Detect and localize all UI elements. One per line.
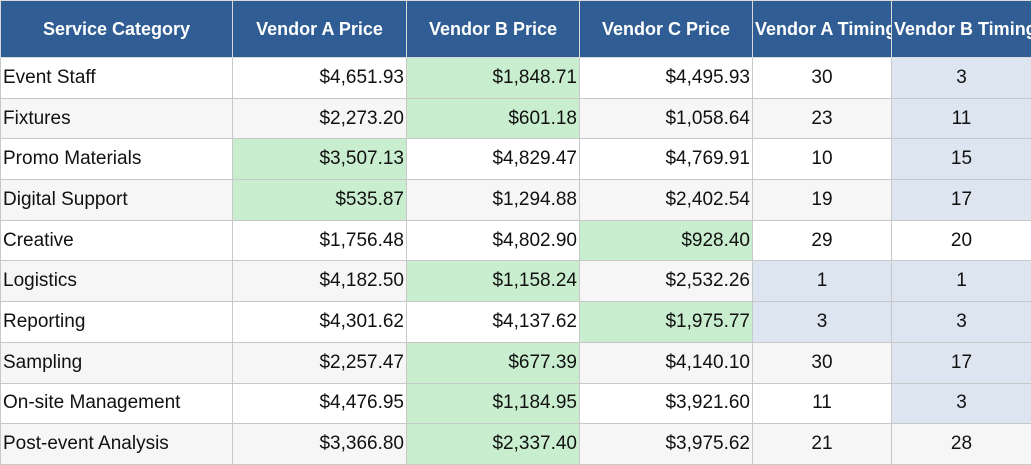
value-cell: $535.87 (232, 179, 407, 221)
value-cell: 17 (891, 341, 1031, 384)
value-cell: $1,975.77 (579, 301, 753, 343)
value-cell: $4,301.62 (232, 301, 407, 343)
table-row: Sampling $2,257.47 $677.39 $4,140.10 30 17 (0, 341, 1031, 384)
value-cell: 29 (752, 219, 892, 262)
value-cell: 30 (752, 341, 892, 384)
value-cell: $2,532.26 (579, 260, 753, 303)
category-cell: Fixtures (0, 97, 233, 140)
header-row: Service Category Vendor A Price Vendor B P… (0, 0, 1031, 58)
value-cell: 1 (891, 260, 1031, 303)
value-cell: 20 (891, 219, 1031, 262)
value-cell: 30 (752, 57, 892, 99)
header-cell: Vendor B Timing (891, 0, 1031, 58)
table-row: Promo Materials $3,507.13 $4,829.47 $4,769.… (0, 138, 1031, 181)
category-cell: Reporting (0, 301, 233, 343)
value-cell: $3,921.60 (579, 382, 753, 425)
value-cell: 23 (752, 97, 892, 140)
value-cell: $3,366.80 (232, 423, 407, 465)
table-row: Creative $1,756.48 $4,802.90 $928.40 29 20 (0, 219, 1031, 262)
category-cell: Logistics (0, 260, 233, 303)
value-cell: $4,137.62 (406, 301, 580, 343)
value-cell: $4,651.93 (232, 57, 407, 99)
value-cell: $2,257.47 (232, 341, 407, 384)
value-cell: $1,294.88 (406, 179, 580, 221)
value-cell: 3 (752, 301, 892, 343)
value-cell: $4,140.10 (579, 341, 753, 384)
category-cell: Creative (0, 219, 233, 262)
value-cell: $1,848.71 (406, 57, 580, 99)
table-row: Fixtures $2,273.20 $601.18 $1,058.64 23 11 (0, 97, 1031, 140)
value-cell: $2,402.54 (579, 179, 753, 221)
value-cell: $4,802.90 (406, 219, 580, 262)
value-cell: 3 (891, 301, 1031, 343)
table-row: On-site Management $4,476.95 $1,184.95 $3,9… (0, 382, 1031, 425)
category-cell: Post-event Analysis (0, 423, 233, 465)
value-cell: $2,337.40 (406, 423, 580, 465)
value-cell: 17 (891, 179, 1031, 221)
value-cell: 10 (752, 138, 892, 181)
value-cell: 28 (891, 423, 1031, 465)
value-cell: 21 (752, 423, 892, 465)
header-cell: Vendor A Price (232, 0, 407, 58)
value-cell: $3,507.13 (232, 138, 407, 181)
table-body: Event Staff $4,651.93 $1,848.71 $4,495.93 30… (0, 57, 1031, 465)
value-cell: $928.40 (579, 219, 753, 262)
value-cell: $1,184.95 (406, 382, 580, 425)
value-cell: $4,182.50 (232, 260, 407, 303)
category-cell: Event Staff (0, 57, 233, 99)
table-row: Event Staff $4,651.93 $1,848.71 $4,495.93 30… (0, 57, 1031, 99)
table-row: Post-event Analysis $3,366.80 $2,337.40 $3,… (0, 423, 1031, 465)
category-cell: Sampling (0, 341, 233, 384)
value-cell: $4,476.95 (232, 382, 407, 425)
value-cell: 19 (752, 179, 892, 221)
value-cell: $1,756.48 (232, 219, 407, 262)
value-cell: 15 (891, 138, 1031, 181)
value-cell: 11 (752, 382, 892, 425)
value-cell: 1 (752, 260, 892, 303)
category-cell: On-site Management (0, 382, 233, 425)
value-cell: $601.18 (406, 97, 580, 140)
value-cell: 3 (891, 382, 1031, 425)
value-cell: $3,975.62 (579, 423, 753, 465)
value-cell: $4,829.47 (406, 138, 580, 181)
value-cell: $1,058.64 (579, 97, 753, 140)
category-cell: Digital Support (0, 179, 233, 221)
header-cell: Vendor B Price (406, 0, 580, 58)
value-cell: $4,769.91 (579, 138, 753, 181)
table-row: Logistics $4,182.50 $1,158.24 $2,532.26 1 1 (0, 260, 1031, 303)
value-cell: $1,158.24 (406, 260, 580, 303)
table-row: Reporting $4,301.62 $4,137.62 $1,975.77 3 3 (0, 301, 1031, 343)
value-cell: $677.39 (406, 341, 580, 384)
value-cell: 3 (891, 57, 1031, 99)
value-cell: $4,495.93 (579, 57, 753, 99)
header-cell: Vendor C Price (579, 0, 753, 58)
value-cell: $2,273.20 (232, 97, 407, 140)
table-row: Digital Support $535.87 $1,294.88 $2,402.54… (0, 179, 1031, 221)
header-cell: Vendor A Timing (752, 0, 892, 58)
header-cell: Service Category (0, 0, 233, 58)
table-header: Service Category Vendor A Price Vendor B P… (0, 0, 1031, 58)
category-cell: Promo Materials (0, 138, 233, 181)
value-cell: 11 (891, 97, 1031, 140)
